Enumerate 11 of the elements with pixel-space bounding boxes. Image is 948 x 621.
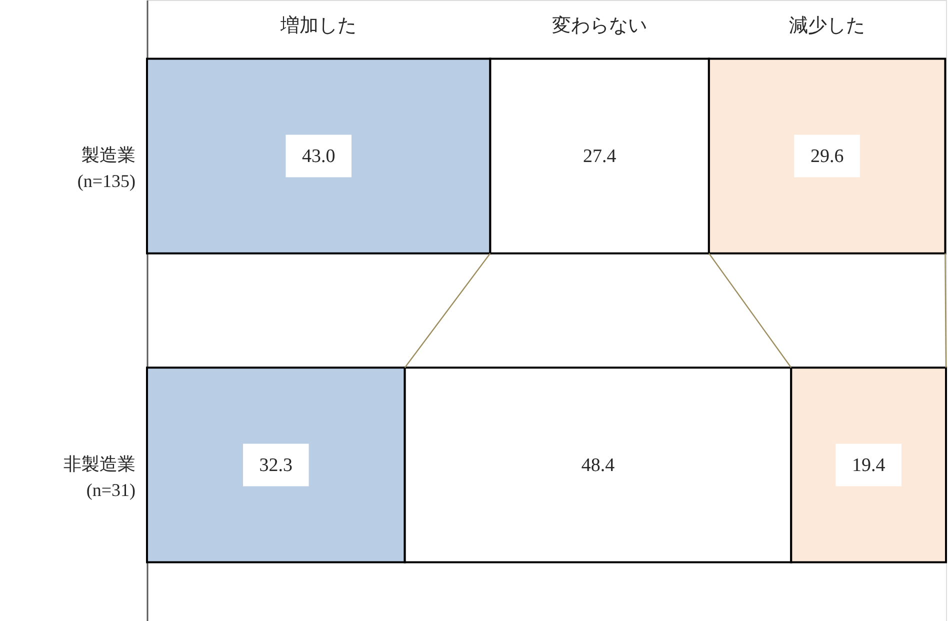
data-label: 29.6: [810, 146, 844, 168]
data-label: 32.3: [259, 454, 293, 476]
data-label: 19.4: [852, 454, 886, 476]
y-tick-label: 非製造業 (n=31): [64, 454, 136, 500]
series-label: 変わらない: [552, 14, 648, 37]
series-label: 減少した: [789, 16, 866, 37]
data-label: 43.0: [302, 146, 336, 168]
data-label: 48.4: [581, 454, 616, 476]
data-label: 27.4: [582, 146, 617, 168]
y-tick-label: 製造業 (n=135): [77, 145, 136, 192]
series-label: 増加した: [280, 14, 357, 37]
